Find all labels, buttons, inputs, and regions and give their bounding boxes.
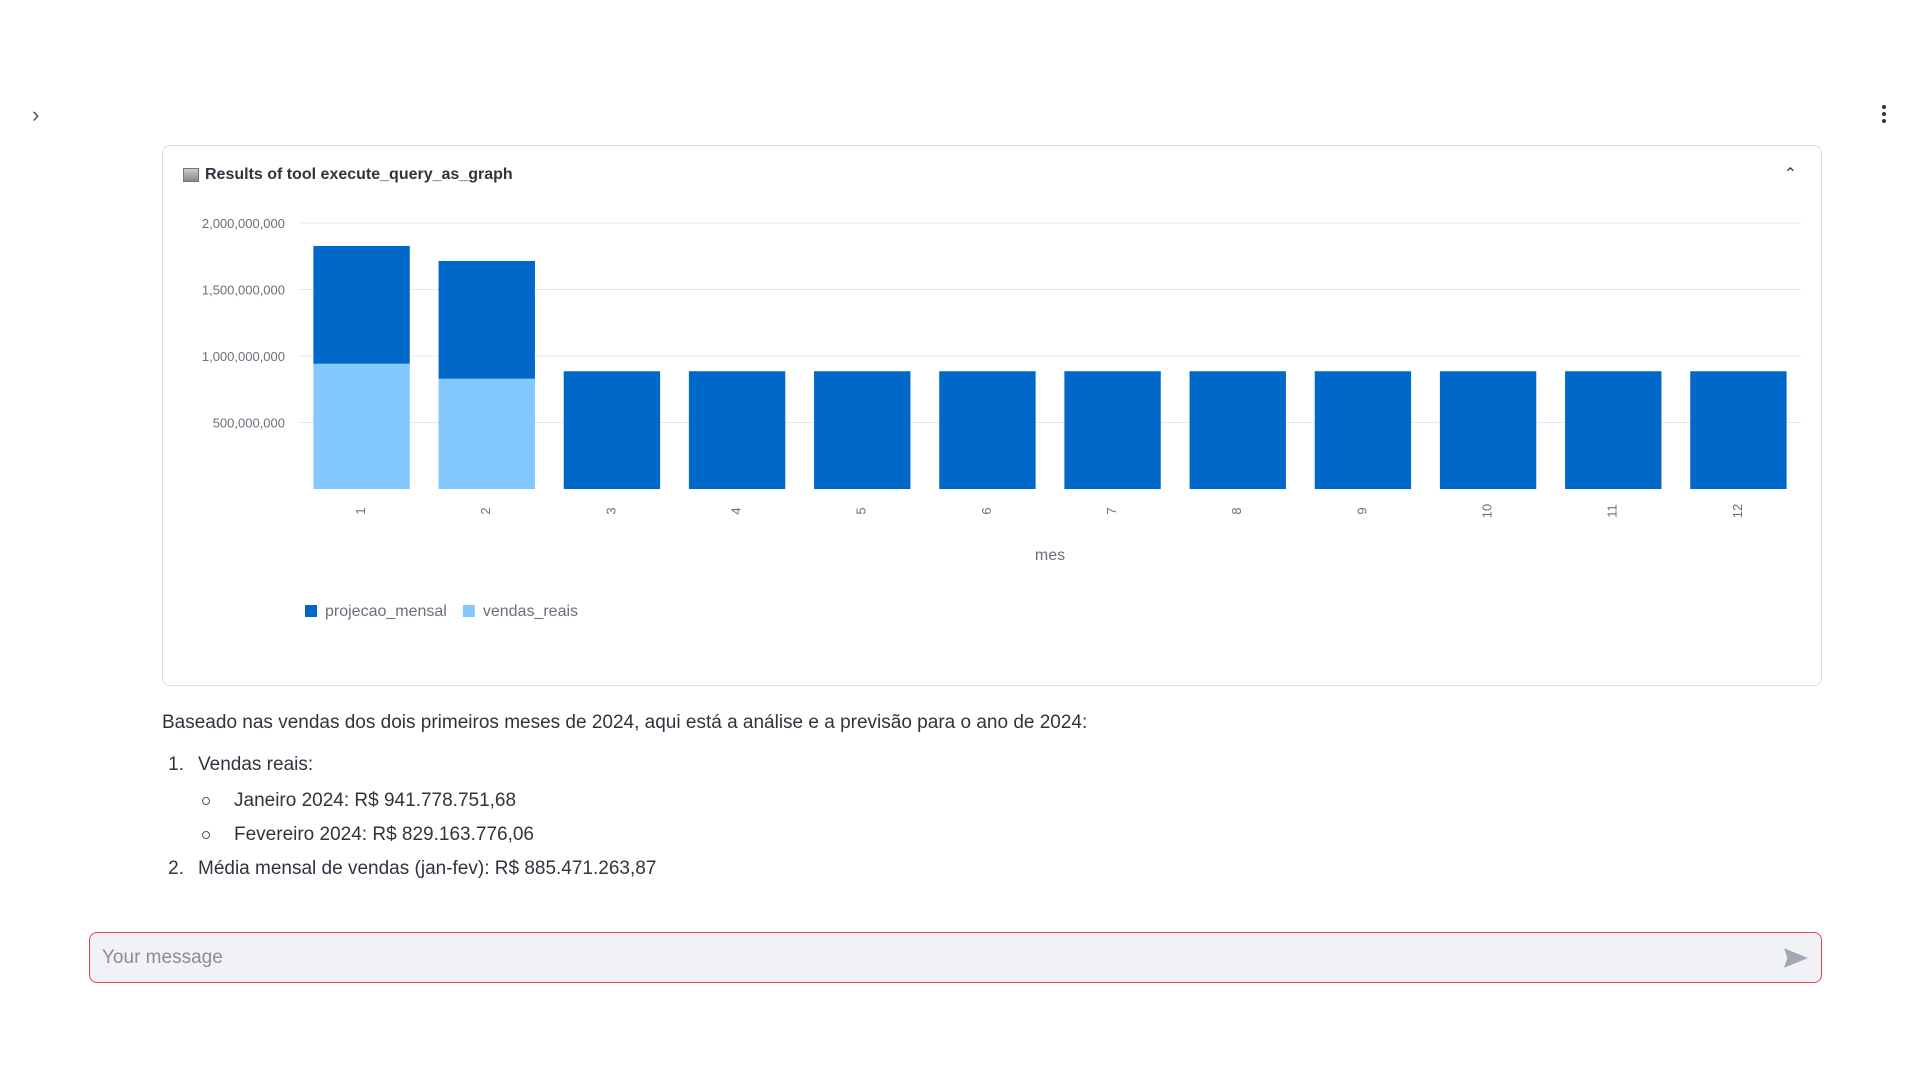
newspaper-icon (183, 168, 199, 182)
legend-swatch (305, 605, 317, 617)
x-tick-label: 4 (729, 507, 744, 514)
list-item: 1. Vendas reais: (162, 754, 1822, 776)
y-tick-label: 1,000,000,000 (202, 349, 285, 364)
y-tick-label: 2,000,000,000 (202, 216, 285, 231)
list-item: 2. Média mensal de vendas (jan-fev): R$ 8… (162, 858, 1822, 880)
x-tick-label: 7 (1104, 507, 1119, 514)
bar-projecao_mensal (1439, 371, 1537, 489)
list-text: Média mensal de vendas (jan-fev): R$ 885… (198, 858, 657, 879)
expander-title: Results of tool execute_query_as_graph (205, 166, 513, 183)
bullet-icon (202, 797, 210, 805)
x-tick-label: 5 (854, 507, 869, 514)
bar-projecao_mensal (313, 245, 410, 364)
list-number: 1. (168, 754, 184, 775)
bar-projecao_mensal (688, 371, 786, 489)
chat-input-container (89, 932, 1822, 983)
chevron-up-icon[interactable]: ⌃ (1783, 166, 1797, 183)
send-icon[interactable] (1783, 947, 1809, 969)
bar-projecao_mensal (563, 371, 661, 489)
x-tick-label: 8 (1229, 507, 1244, 514)
sub-list-text: Janeiro 2024: R$ 941.778.751,68 (234, 790, 517, 811)
bar-projecao_mensal (1565, 371, 1662, 489)
x-tick-label: 12 (1730, 504, 1745, 518)
y-tick-label: 500,000,000 (213, 416, 285, 431)
assistant-message: Baseado nas vendas dos dois primeiros me… (162, 700, 1822, 912)
intro-text: Baseado nas vendas dos dois primeiros me… (162, 712, 1088, 733)
x-tick-label: 10 (1480, 504, 1495, 518)
bar-projecao_mensal (1189, 371, 1286, 489)
bar-projecao_mensal (1690, 371, 1787, 489)
x-tick-label: 1 (353, 507, 368, 514)
bar-chart: 500,000,000 1,000,000,000 1,500,000,000 2,0… (202, 216, 1801, 620)
x-tick-label: 3 (603, 507, 618, 514)
bar-projecao_mensal (1064, 371, 1161, 489)
main-menu-kebab-icon[interactable] (1876, 102, 1892, 126)
bar-projecao_mensal (939, 371, 1036, 489)
x-axis-label: mes (1035, 547, 1065, 564)
sub-list-item: Fevereiro 2024: R$ 829.163.776,06 (202, 824, 1822, 846)
tool-result-expander: Results of tool execute_query_as_graph ⌃… (162, 145, 1822, 686)
legend-label: vendas_reais (483, 603, 578, 620)
x-tick-label: 9 (1354, 507, 1369, 514)
expand-sidebar-chevron-icon[interactable]: › (32, 102, 40, 127)
list-text: Vendas reais: (198, 754, 314, 775)
bar-projecao_mensal (814, 371, 911, 489)
list-number: 2. (168, 858, 184, 879)
bar-projecao_mensal (1314, 371, 1412, 489)
legend-label: projecao_mensal (325, 603, 447, 620)
bullet-icon (202, 831, 210, 839)
x-tick-label: 2 (478, 507, 493, 514)
message-input[interactable] (102, 946, 1783, 969)
x-tick-label: 6 (979, 507, 994, 514)
x-tick-label: 11 (1605, 504, 1620, 518)
sub-list-text: Fevereiro 2024: R$ 829.163.776,06 (234, 824, 534, 845)
bar-vendas_reais (438, 378, 535, 489)
bar-vendas_reais (313, 363, 410, 489)
bar-projecao_mensal (438, 260, 535, 379)
legend-swatch (462, 605, 475, 617)
expander-header[interactable]: Results of tool execute_query_as_graph (183, 166, 513, 184)
y-tick-label: 1,500,000,000 (202, 283, 285, 298)
sub-list-item: Janeiro 2024: R$ 941.778.751,68 (202, 790, 1822, 812)
